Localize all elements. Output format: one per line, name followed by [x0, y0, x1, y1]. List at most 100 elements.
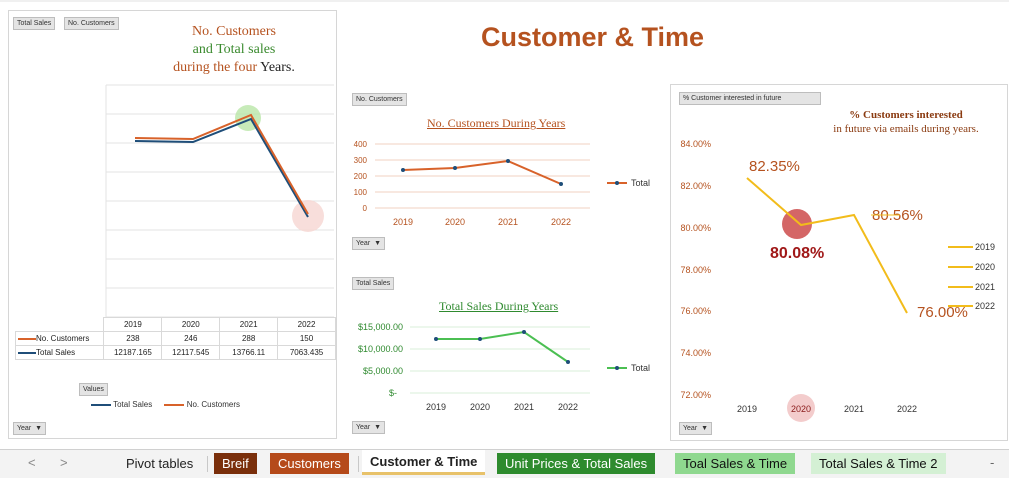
sales-series-line	[436, 330, 569, 363]
tab-separator	[207, 456, 208, 472]
ytick: 100	[354, 188, 368, 197]
xtick: 2020	[791, 404, 811, 414]
dashboard-title: Customer & Time	[480, 22, 705, 52]
xtick: 2020	[470, 402, 490, 412]
interest-field-button[interactable]: % Customer interested in future	[679, 92, 821, 105]
title-line-3: during the four Years.	[149, 59, 319, 77]
more-sheets-icon[interactable]: -	[990, 455, 995, 470]
data-label: 82.35%	[749, 158, 800, 175]
data-point	[434, 337, 438, 341]
highlight-circle-2020	[782, 209, 812, 239]
data-label: 76.00%	[917, 304, 968, 321]
year-cell: 2022	[277, 317, 336, 332]
legend-item: 2021	[975, 282, 995, 292]
customers-xticks: 2019 2020 2021 2022	[393, 217, 571, 227]
left-chart-title: No. Customers and Total sales during the…	[149, 23, 319, 77]
customers-year-filter[interactable]: Year ▼	[352, 237, 386, 250]
tab-customer-and-time[interactable]: Customer & Time	[362, 450, 486, 475]
row-label-text: Total Sales	[36, 348, 76, 357]
title-part-4: Years.	[260, 60, 295, 75]
data-point	[401, 168, 405, 172]
table-cell: 12187.165	[103, 345, 163, 360]
ytick: 78.00%	[680, 265, 711, 275]
tab-breif[interactable]: Breif	[214, 453, 257, 474]
values-field-button[interactable]: Values	[79, 383, 108, 396]
interest-chart-panel: % Customer interested in future % Custom…	[670, 84, 1008, 441]
table-cell: 288	[219, 331, 279, 346]
table-cell: 7063.435	[277, 345, 336, 360]
left-data-table: 2019 2020 2021 2022 No. Customers 238 24…	[14, 317, 336, 360]
chevron-down-icon: ▼	[701, 425, 709, 432]
legend-item: 2019	[975, 242, 995, 252]
ytick: 82.00%	[680, 181, 711, 191]
year-filter-button[interactable]: Year ▼	[13, 422, 47, 435]
no-customers-chart-button[interactable]: No. Customers	[352, 93, 407, 106]
sales-year-filter[interactable]: Year ▼	[352, 421, 386, 434]
chevron-down-icon: ▼	[374, 424, 382, 431]
legend-key-navy	[18, 351, 36, 354]
xtick: 2022	[551, 217, 571, 227]
interest-title-line-1: % Customers interested	[849, 109, 963, 121]
highlight-circle-2020-axis	[787, 394, 815, 422]
interest-title-line-2: in future via emails during years.	[833, 123, 979, 135]
data-point	[453, 166, 457, 170]
interest-chart-title: % Customers interested in future via ema…	[806, 108, 1006, 136]
sales-line-chart: $15,000.00 $10,000.00 $5,000.00 $- 2019 …	[358, 322, 650, 412]
ytick: $10,000.00	[358, 344, 403, 354]
legend-marker	[615, 181, 619, 185]
legend-marker	[615, 366, 619, 370]
xtick: 2021	[514, 402, 534, 412]
customers-yticks: 400 300 200 100 0	[354, 140, 368, 213]
row-label: Total Sales	[14, 345, 105, 360]
legend-key-navy	[91, 403, 111, 406]
xtick: 2022	[897, 404, 917, 414]
interest-yticks: 84.00% 82.00% 80.00% 78.00% 76.00% 74.00…	[680, 139, 711, 400]
total-sales-field-button[interactable]: Total Sales	[13, 17, 56, 30]
table-row: No. Customers 238 246 288 150	[14, 331, 336, 346]
tab-toal-sales-time[interactable]: Toal Sales & Time	[675, 453, 796, 474]
customers-grid	[375, 143, 590, 209]
ytick: 200	[354, 172, 368, 181]
legend-total: Total	[631, 178, 650, 188]
interest-xticks: 2019 2020 2021 2022	[737, 404, 917, 414]
no-customers-field-button[interactable]: No. Customers	[64, 17, 119, 30]
table-cell: 238	[103, 331, 163, 346]
ytick: 0	[363, 204, 368, 213]
ytick: 76.00%	[680, 306, 711, 316]
title-line-2: and Total sales	[192, 42, 276, 57]
prev-sheet-icon[interactable]: <	[28, 455, 36, 470]
xtick: 2021	[844, 404, 864, 414]
total-sales-line	[134, 117, 309, 218]
tab-total-sales-time-2[interactable]: Total Sales & Time 2	[811, 453, 946, 474]
legend-total: Total	[631, 363, 650, 373]
row-label: No. Customers	[14, 331, 105, 346]
tab-pivot-tables[interactable]: Pivot tables	[126, 456, 194, 471]
xtick: 2021	[498, 217, 518, 227]
tab-customers[interactable]: Customers	[270, 453, 349, 474]
top-edge	[0, 0, 1009, 2]
tab-unit-prices-total-sales[interactable]: Unit Prices & Total Sales	[497, 453, 656, 474]
left-combo-chart	[105, 84, 334, 318]
sales-chart-title: Total Sales During Years	[439, 299, 559, 313]
next-sheet-icon[interactable]: >	[60, 455, 68, 470]
total-sales-chart-button[interactable]: Total Sales	[352, 277, 395, 290]
customers-line-chart: 400 300 200 100 0 2019 2020 2021 2022 To…	[354, 140, 650, 227]
year-cell: 2020	[161, 317, 221, 332]
table-row: Total Sales 12187.165 12117.545 13766.11…	[14, 345, 336, 360]
left-legend: Total Sales No. Customers	[91, 400, 240, 409]
ytick: 300	[354, 156, 368, 165]
table-cell: 13766.11	[219, 345, 279, 360]
ytick: 72.00%	[680, 390, 711, 400]
ytick: $5,000.00	[363, 366, 403, 376]
tab-separator	[358, 456, 359, 472]
year-header-row: 2019 2020 2021 2022	[16, 317, 336, 332]
customers-chart-title: No. Customers During Years	[427, 116, 566, 130]
data-point	[522, 330, 526, 334]
data-point	[506, 159, 510, 163]
legend-item: 2020	[975, 262, 995, 272]
legend-total-sales: Total Sales	[113, 400, 153, 409]
sales-yticks: $15,000.00 $10,000.00 $5,000.00 $-	[358, 322, 403, 398]
xtick: 2019	[737, 404, 757, 414]
year-cell: 2021	[219, 317, 279, 332]
interest-year-filter[interactable]: Year ▼	[679, 422, 713, 435]
